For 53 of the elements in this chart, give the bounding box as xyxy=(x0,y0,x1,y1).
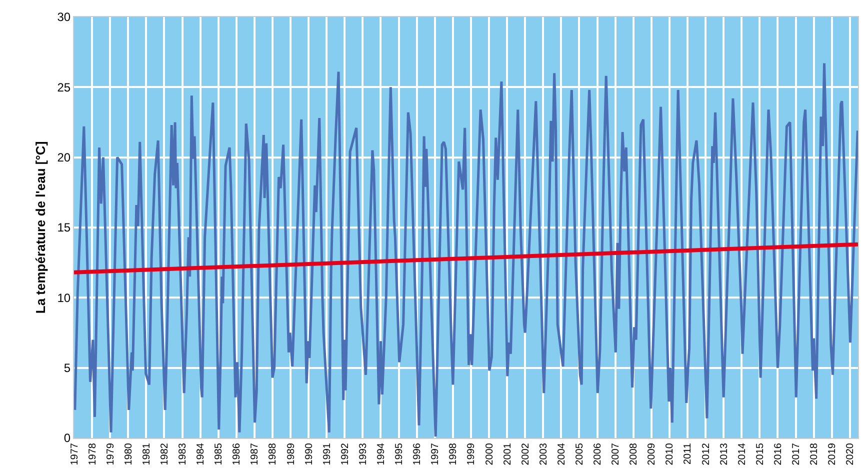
x-tick-label: 2014 xyxy=(736,442,748,466)
x-tick-label: 1998 xyxy=(448,442,460,466)
x-tick-label: 2015 xyxy=(754,442,766,466)
x-tick-label: 1999 xyxy=(466,442,478,466)
x-tick-label: 1989 xyxy=(286,442,297,466)
x-tick-label: 1997 xyxy=(430,442,442,466)
x-tick-label: 1979 xyxy=(105,442,116,466)
y-tick-label: 15 xyxy=(57,220,71,235)
x-tick-label: 2007 xyxy=(610,442,622,466)
x-tick-label: 2000 xyxy=(484,442,496,466)
y-axis-title: La température de l'eau [°C] xyxy=(33,141,48,314)
x-tick-label: 2018 xyxy=(809,442,820,466)
x-tick-label: 1981 xyxy=(141,442,152,466)
y-tick-label: 5 xyxy=(64,361,71,376)
y-tick-label: 25 xyxy=(57,80,71,94)
x-tick-label: 1993 xyxy=(358,442,369,466)
x-tick-label: 1987 xyxy=(250,442,261,466)
x-tick-label: 1982 xyxy=(159,442,170,466)
x-tick-label: 1977 xyxy=(69,442,80,466)
x-tick-label: 2002 xyxy=(520,442,532,466)
x-tick-label: 1994 xyxy=(376,442,387,466)
line-series xyxy=(74,62,858,438)
x-tick-label: 2006 xyxy=(592,442,604,466)
x-tick-label: 1985 xyxy=(214,442,225,466)
x-tick-label: 1991 xyxy=(322,442,333,466)
x-tick-label: 1995 xyxy=(394,442,406,466)
x-tick-label: 1996 xyxy=(412,442,424,466)
x-tick-label: 1983 xyxy=(178,442,189,466)
x-tick-label: 2013 xyxy=(718,442,730,466)
x-tick-label: 1990 xyxy=(304,442,315,466)
x-tick-label: 2004 xyxy=(556,442,568,466)
x-tick-label: 1988 xyxy=(268,442,279,466)
x-tick-label: 2001 xyxy=(502,442,514,466)
x-tick-label: 2009 xyxy=(646,442,658,466)
y-tick-label: 10 xyxy=(57,290,71,305)
x-tick-label: 2016 xyxy=(772,442,784,466)
x-tick-label: 1992 xyxy=(340,442,351,466)
x-tick-label: 2020 xyxy=(845,442,856,466)
x-tick-label: 2019 xyxy=(827,442,838,466)
y-tick-label: 30 xyxy=(57,10,71,24)
x-tick-label: 2017 xyxy=(791,442,802,466)
x-tick-label: 2011 xyxy=(682,442,694,465)
x-tick-label: 1978 xyxy=(87,442,98,466)
x-tick-label: 1984 xyxy=(196,442,207,466)
x-tick-label: 2005 xyxy=(574,442,586,466)
y-tick-label: 0 xyxy=(64,431,71,446)
x-tick-label: 1986 xyxy=(232,442,243,466)
y-tick-label: 20 xyxy=(57,150,71,165)
x-tick-label: 1980 xyxy=(123,442,134,466)
x-tick-label: 2008 xyxy=(628,442,640,466)
x-tick-label: 2010 xyxy=(664,442,676,466)
x-tick-label: 2012 xyxy=(700,442,712,466)
x-tick-label: 2003 xyxy=(538,442,550,466)
